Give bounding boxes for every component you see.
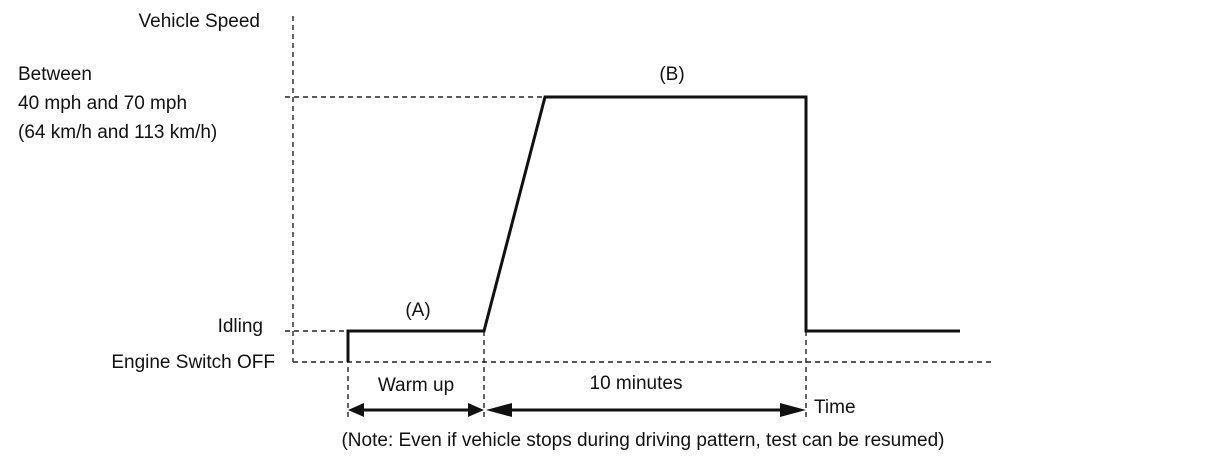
warm-up-label: Warm up: [378, 375, 454, 396]
warm-up-arrow-right-head: [468, 403, 484, 417]
high-speed-label-line-1: Between: [18, 64, 92, 85]
ten-minutes-arrow-left-head: [486, 403, 512, 417]
ten-minutes-label: 10 minutes: [590, 373, 683, 394]
high-speed-label-line-3: (64 km/h and 113 km/h): [18, 122, 217, 143]
segment-a-label: (A): [405, 300, 430, 321]
segment-b-label: (B): [659, 64, 684, 85]
idling-label: Idling: [218, 316, 263, 337]
speed-trace: [346, 95, 960, 362]
y-axis-label: Vehicle Speed: [139, 11, 261, 32]
x-axis-label: Time: [814, 397, 856, 418]
engine-off-label: Engine Switch OFF: [111, 352, 275, 373]
warm-up-arrow-left-head: [348, 403, 364, 417]
high-speed-label-line-2: 40 mph and 70 mph: [18, 93, 187, 114]
note-text: (Note: Even if vehicle stops during driv…: [341, 430, 944, 451]
ten-minutes-arrow-right-head: [780, 403, 806, 417]
